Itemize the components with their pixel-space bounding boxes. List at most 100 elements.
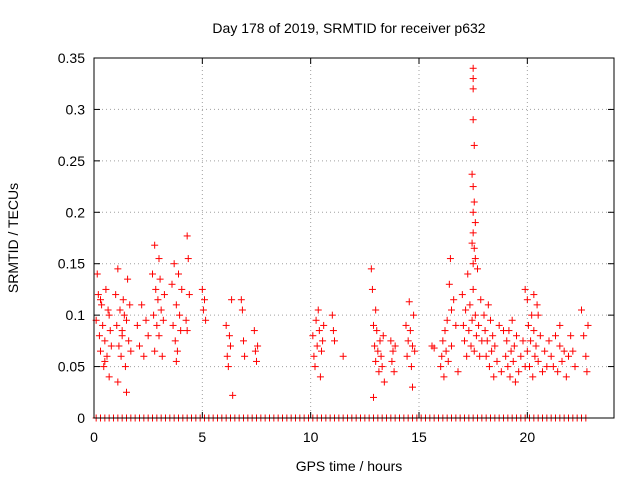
data-point bbox=[313, 342, 321, 350]
data-point bbox=[159, 316, 167, 324]
data-point bbox=[463, 352, 471, 360]
data-point bbox=[513, 332, 520, 340]
data-point bbox=[482, 352, 490, 360]
data-point bbox=[508, 316, 516, 324]
data-point bbox=[118, 332, 126, 340]
data-point bbox=[411, 347, 419, 355]
data-point bbox=[93, 270, 101, 278]
data-point bbox=[469, 183, 477, 191]
data-point bbox=[99, 321, 107, 329]
data-point bbox=[504, 363, 512, 371]
data-point bbox=[469, 64, 477, 72]
data-point bbox=[177, 327, 185, 335]
data-point bbox=[152, 285, 160, 293]
data-point bbox=[471, 255, 479, 263]
data-point bbox=[100, 363, 108, 371]
data-point bbox=[114, 265, 122, 273]
data-point bbox=[532, 342, 540, 350]
data-point bbox=[94, 291, 102, 299]
data-point bbox=[480, 311, 488, 319]
x-tick-label: 15 bbox=[411, 429, 427, 445]
data-point bbox=[315, 327, 323, 335]
data-point bbox=[169, 321, 177, 329]
data-point bbox=[391, 342, 399, 350]
data-point bbox=[583, 368, 591, 376]
data-point bbox=[224, 363, 232, 371]
y-axis-label: SRMTID / TECUs bbox=[5, 183, 21, 293]
x-tick-label: 0 bbox=[90, 429, 98, 445]
data-point bbox=[117, 352, 125, 360]
data-point bbox=[238, 306, 246, 314]
data-point bbox=[368, 285, 376, 293]
data-point bbox=[439, 337, 447, 345]
data-point bbox=[225, 332, 233, 340]
data-point bbox=[471, 219, 479, 227]
data-point bbox=[95, 332, 103, 340]
data-point bbox=[97, 347, 104, 355]
data-point bbox=[374, 347, 382, 355]
data-point bbox=[172, 301, 180, 309]
data-point bbox=[484, 301, 492, 309]
data-point bbox=[445, 280, 453, 288]
data-point bbox=[254, 342, 262, 350]
data-point bbox=[495, 321, 503, 329]
data-point bbox=[470, 347, 478, 355]
data-point bbox=[465, 327, 473, 335]
data-point bbox=[155, 255, 163, 263]
data-point bbox=[442, 347, 450, 355]
data-point bbox=[372, 306, 380, 314]
data-point bbox=[569, 347, 577, 355]
data-point bbox=[157, 306, 165, 314]
data-point bbox=[380, 378, 388, 386]
data-point bbox=[172, 357, 180, 365]
data-point bbox=[467, 342, 475, 350]
data-point bbox=[124, 275, 132, 283]
data-point bbox=[402, 321, 410, 329]
data-point bbox=[113, 321, 121, 329]
data-point bbox=[543, 363, 551, 371]
data-point bbox=[578, 306, 585, 314]
data-point bbox=[123, 388, 130, 396]
data-point bbox=[582, 352, 590, 360]
data-point bbox=[328, 311, 336, 319]
data-point bbox=[464, 270, 472, 278]
data-point bbox=[312, 316, 320, 324]
chart-title: Day 178 of 2019, SRMTID for receiver p63… bbox=[212, 20, 485, 36]
data-point bbox=[469, 116, 477, 124]
data-point bbox=[549, 363, 557, 371]
data-point bbox=[310, 352, 318, 360]
data-point bbox=[170, 260, 178, 268]
data-point bbox=[580, 332, 588, 340]
data-point bbox=[444, 357, 452, 365]
data-point bbox=[476, 352, 484, 360]
y-tick-label: 0 bbox=[77, 410, 85, 426]
data-point bbox=[319, 337, 327, 345]
data-point bbox=[519, 337, 527, 345]
data-point bbox=[517, 352, 525, 360]
data-point bbox=[541, 347, 549, 355]
data-point bbox=[584, 321, 592, 329]
data-point bbox=[565, 352, 572, 360]
data-point bbox=[502, 352, 510, 360]
data-point bbox=[524, 321, 532, 329]
data-point bbox=[240, 337, 247, 345]
data-point bbox=[403, 352, 411, 360]
data-point bbox=[105, 373, 113, 381]
data-point bbox=[168, 280, 176, 288]
data-point bbox=[116, 306, 124, 314]
data-point bbox=[446, 255, 454, 263]
data-point bbox=[121, 363, 129, 371]
data-point bbox=[389, 347, 397, 355]
data-point bbox=[228, 296, 236, 304]
data-point bbox=[125, 337, 133, 345]
x-tick-label: 10 bbox=[303, 429, 319, 445]
data-point bbox=[567, 332, 575, 340]
data-point bbox=[370, 321, 377, 329]
data-point bbox=[533, 301, 541, 309]
data-point bbox=[375, 368, 383, 376]
data-point bbox=[470, 244, 478, 252]
data-point bbox=[112, 291, 120, 299]
data-point bbox=[528, 311, 536, 319]
